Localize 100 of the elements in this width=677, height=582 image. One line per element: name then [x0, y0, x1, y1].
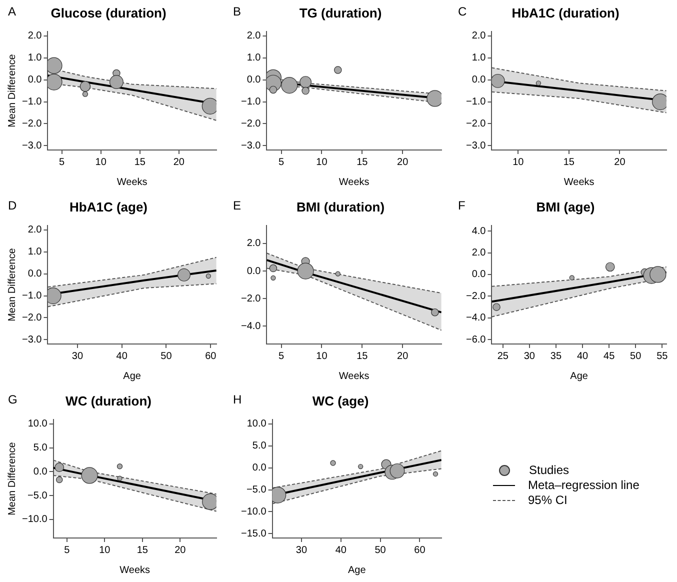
y-tick-label: −1.0: [466, 96, 486, 108]
y-tick-label: 2.0: [28, 224, 42, 236]
y-tick-label: −2.0: [240, 293, 262, 304]
x-tick-label: 10: [316, 350, 328, 362]
y-tick-label: −2.0: [466, 118, 486, 130]
chart-title: BMI (duration): [296, 199, 385, 214]
y-tick-label: 2.0: [472, 248, 486, 259]
x-tick-label: 50: [160, 350, 172, 362]
text: C: [458, 4, 467, 18]
x-tick-label: 10: [316, 156, 328, 168]
x-tick-label: 20: [174, 544, 186, 556]
x-tick-label: 5: [59, 156, 66, 168]
x-tick-label: 40: [116, 350, 128, 362]
y-tick-label: 0.0: [252, 462, 267, 474]
x-tick-label: 20: [173, 156, 185, 168]
y-tick-label: −2.0: [466, 290, 486, 302]
chart-title: BMI (age): [536, 199, 595, 214]
y-tick-label: 4.0: [472, 226, 486, 237]
x-axis-title: Age: [348, 564, 366, 576]
y-tick-label: −5.0: [246, 484, 267, 496]
y-tick-label: 0.0: [28, 74, 42, 86]
x-tick-label: 10: [95, 156, 107, 168]
text: D: [8, 198, 17, 212]
y-tick-label: −4.0: [466, 312, 486, 324]
x-tick-label: 60: [205, 350, 217, 362]
x-tick-label: 30: [296, 544, 308, 556]
x-axis-title: Age: [123, 370, 142, 382]
x-tick-label: 25: [497, 350, 509, 362]
x-tick-label: 10: [99, 544, 111, 556]
y-tick-label: 10.0: [246, 418, 267, 430]
chart-title: TG (duration): [299, 5, 382, 20]
y-tick-label: 5.0: [252, 440, 267, 452]
y-tick-label: 1.0: [246, 52, 262, 64]
y-tick-label: −4.0: [240, 320, 262, 332]
y-tick-label: 0.0: [28, 268, 42, 280]
x-tick-label: 15: [134, 156, 146, 168]
x-tick-label: 20: [397, 156, 409, 168]
text: E: [233, 198, 242, 212]
chart-title: WC (duration): [66, 393, 152, 408]
x-tick-label: 5: [64, 544, 70, 556]
y-tick-label: −3.0: [466, 140, 486, 152]
y-tick-label: 2.0: [472, 30, 486, 42]
x-tick-label: 5: [278, 156, 285, 168]
y-axis-title: Mean Difference: [6, 442, 18, 516]
y-tick-label: −2.0: [22, 312, 42, 324]
y-tick-label: 2.0: [28, 30, 42, 42]
x-tick-label: 40: [576, 350, 589, 362]
y-tick-label: −1.0: [22, 290, 42, 302]
text: B: [233, 4, 242, 18]
y-tick-label: −2.0: [240, 118, 262, 130]
y-tick-label: −1.0: [22, 96, 42, 108]
y-tick-label: −15.0: [240, 528, 267, 540]
y-tick-label: −1.0: [240, 96, 262, 108]
y-tick-label: 1.0: [28, 52, 42, 64]
y-tick-label: 1.0: [472, 52, 486, 64]
x-axis-title: Weeks: [338, 370, 370, 382]
y-tick-label: 1.0: [28, 246, 42, 258]
x-tick-label: 30: [524, 350, 536, 362]
x-tick-label: 45: [604, 350, 616, 362]
legend-label: Studies: [529, 463, 570, 477]
y-tick-label: 0.0: [246, 74, 262, 86]
y-tick-label: 10.0: [28, 418, 48, 430]
y-tick-label: 0.0: [33, 466, 48, 478]
chart-title: HbA1C (age): [69, 199, 148, 214]
text: G: [8, 392, 18, 406]
x-tick-label: 60: [414, 544, 426, 556]
text: A: [8, 4, 16, 18]
y-tick-label: −3.0: [240, 140, 262, 152]
x-axis-title: Weeks: [564, 176, 594, 188]
x-tick-label: 5: [278, 350, 285, 362]
y-tick-label: 0.0: [246, 266, 262, 277]
x-tick-label: 35: [550, 350, 562, 362]
y-tick-label: −10.0: [22, 514, 48, 526]
x-tick-label: 15: [136, 544, 148, 556]
x-axis-title: Weeks: [116, 176, 148, 188]
x-tick-label: 55: [656, 350, 668, 362]
x-tick-label: 15: [356, 350, 368, 362]
text: F: [458, 198, 466, 212]
x-axis-title: Age: [570, 370, 588, 382]
y-tick-label: −3.0: [22, 140, 42, 152]
y-tick-label: −2.0: [22, 118, 42, 130]
legend-label: Meta‒regression line: [528, 478, 640, 492]
y-tick-label: −3.0: [22, 334, 42, 346]
x-tick-label: 40: [335, 544, 347, 556]
y-tick-label: −6.0: [466, 334, 486, 346]
x-tick-label: 15: [356, 156, 368, 168]
x-axis-title: Weeks: [338, 176, 370, 188]
y-tick-label: 0.0: [472, 269, 486, 280]
y-axis-title: Mean Difference: [6, 54, 18, 128]
legend-label: 95% CI: [528, 493, 568, 507]
y-tick-label: 5.0: [33, 442, 48, 454]
x-tick-label: 10: [512, 156, 524, 168]
y-tick-label: 0.0: [472, 74, 486, 86]
x-tick-label: 30: [72, 350, 84, 362]
chart-title: HbA1C (duration): [512, 5, 620, 20]
y-tick-label: −5.0: [28, 490, 48, 502]
y-axis-title: Mean Difference: [6, 248, 18, 322]
x-tick-label: 20: [614, 156, 626, 168]
y-tick-label: −10.0: [240, 506, 267, 518]
chart-title: Glucose (duration): [50, 5, 166, 20]
